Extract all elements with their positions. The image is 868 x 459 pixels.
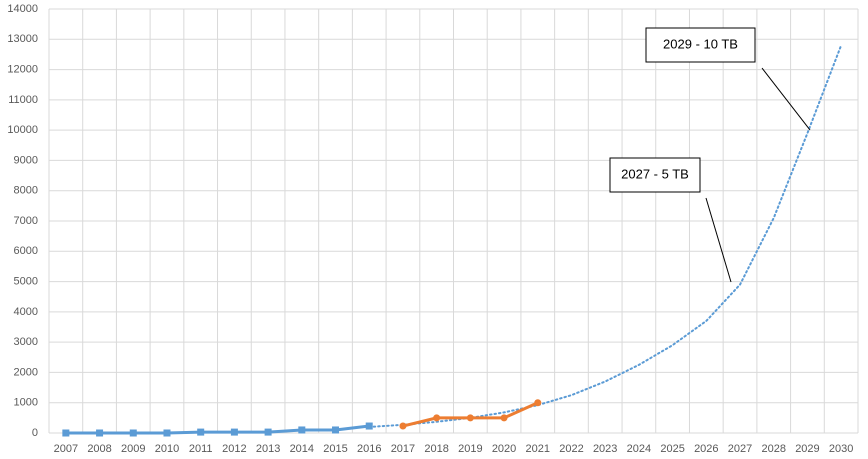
x-tick-label: 2010 bbox=[155, 443, 179, 455]
y-tick-label: 4000 bbox=[14, 306, 38, 318]
y-tick-label: 13000 bbox=[7, 33, 38, 45]
x-tick-label: 2011 bbox=[189, 443, 213, 455]
trend-line bbox=[368, 44, 843, 428]
marker bbox=[197, 428, 205, 436]
x-tick-label: 2026 bbox=[694, 443, 718, 455]
y-tick-label: 5000 bbox=[14, 275, 38, 287]
annotation-pointer bbox=[761, 67, 811, 131]
marker bbox=[163, 429, 171, 437]
annotation-pointer bbox=[705, 197, 732, 283]
marker bbox=[399, 422, 407, 430]
marker bbox=[96, 429, 104, 437]
x-tick-label: 2028 bbox=[761, 443, 785, 455]
y-tick-label: 7000 bbox=[14, 215, 38, 227]
x-tick-label: 2027 bbox=[728, 443, 752, 455]
x-tick-label: 2021 bbox=[526, 443, 550, 455]
x-tick-label: 2023 bbox=[593, 443, 617, 455]
x-tick-label: 2020 bbox=[492, 443, 516, 455]
x-tick-label: 2014 bbox=[290, 443, 314, 455]
y-tick-label: 14000 bbox=[7, 3, 38, 15]
annotation-box bbox=[609, 157, 701, 193]
x-tick-label: 2017 bbox=[391, 443, 415, 455]
x-tick-label: 2018 bbox=[424, 443, 448, 455]
x-tick-label: 2008 bbox=[87, 443, 111, 455]
x-tick-label: 2024 bbox=[627, 443, 651, 455]
x-tick-label: 2029 bbox=[795, 443, 819, 455]
annotation-text: 2029 - 10 TB bbox=[663, 36, 738, 51]
y-tick-label: 3000 bbox=[14, 336, 38, 348]
marker bbox=[264, 428, 272, 436]
x-tick-label: 2025 bbox=[660, 443, 684, 455]
x-tick-label: 2022 bbox=[559, 443, 583, 455]
marker bbox=[129, 429, 137, 437]
y-tick-label: 6000 bbox=[14, 245, 38, 257]
y-tick-label: 11000 bbox=[8, 94, 38, 106]
x-tick-label: 2009 bbox=[121, 443, 145, 455]
y-tick-label: 2000 bbox=[14, 366, 38, 378]
marker bbox=[332, 426, 340, 434]
annotation-text: 2027 - 5 TB bbox=[621, 166, 689, 181]
y-tick-label: 1000 bbox=[14, 397, 38, 409]
x-tick-label: 2007 bbox=[54, 443, 78, 455]
x-tick-label: 2019 bbox=[458, 443, 482, 455]
y-tick-label: 0 bbox=[32, 427, 38, 439]
marker bbox=[433, 414, 441, 422]
x-tick-label: 2016 bbox=[357, 443, 381, 455]
marker bbox=[62, 429, 70, 437]
y-tick-label: 8000 bbox=[14, 185, 38, 197]
x-tick-label: 2015 bbox=[323, 443, 347, 455]
marker bbox=[466, 414, 474, 422]
y-tick-label: 12000 bbox=[7, 63, 38, 75]
marker bbox=[230, 428, 238, 436]
x-tick-label: 2012 bbox=[222, 443, 246, 455]
x-tick-label: 2030 bbox=[829, 443, 853, 455]
marker bbox=[500, 414, 508, 422]
marker bbox=[365, 422, 373, 430]
marker bbox=[298, 426, 306, 434]
annotation-box bbox=[645, 27, 756, 63]
marker bbox=[534, 399, 542, 407]
x-tick-label: 2013 bbox=[256, 443, 280, 455]
y-tick-label: 10000 bbox=[7, 124, 38, 136]
series-line bbox=[65, 424, 370, 435]
y-tick-label: 9000 bbox=[14, 154, 38, 166]
